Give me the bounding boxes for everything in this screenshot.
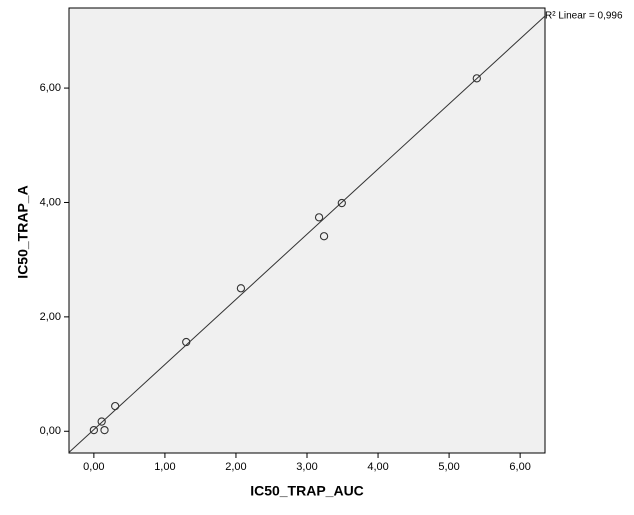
- data-point: [337, 198, 346, 208]
- y-tick-label: 4,00: [40, 196, 61, 208]
- fit-annotation: R² Linear = 0,996: [545, 11, 623, 22]
- x-tick-label: 6,00: [509, 461, 530, 473]
- y-tick-label: 6,00: [40, 82, 61, 94]
- data-point: [182, 337, 191, 347]
- data-point: [97, 417, 106, 426]
- data-point: [472, 74, 481, 83]
- x-tick-label: 0,00: [83, 461, 104, 473]
- data-point: [111, 401, 120, 411]
- x-tick-label: 4,00: [367, 461, 388, 473]
- plot-area: [68, 7, 546, 454]
- x-tick-label: 2,00: [225, 461, 246, 473]
- data-point: [319, 232, 329, 241]
- data-point: [100, 425, 109, 435]
- data-point: [236, 284, 246, 293]
- y-tick-label: 0,00: [40, 425, 61, 437]
- x-tick-label: 1,00: [154, 461, 175, 473]
- data-point: [314, 213, 324, 222]
- x-axis-title: IC50_TRAP_AUC: [250, 483, 364, 499]
- fit-line: [68, 15, 546, 453]
- data-point: [89, 425, 99, 435]
- x-tick-label: 3,00: [296, 461, 317, 473]
- y-axis-title: IC50_TRAP_A: [15, 185, 31, 278]
- y-tick-label: 2,00: [40, 311, 61, 323]
- x-tick-label: 5,00: [438, 461, 459, 473]
